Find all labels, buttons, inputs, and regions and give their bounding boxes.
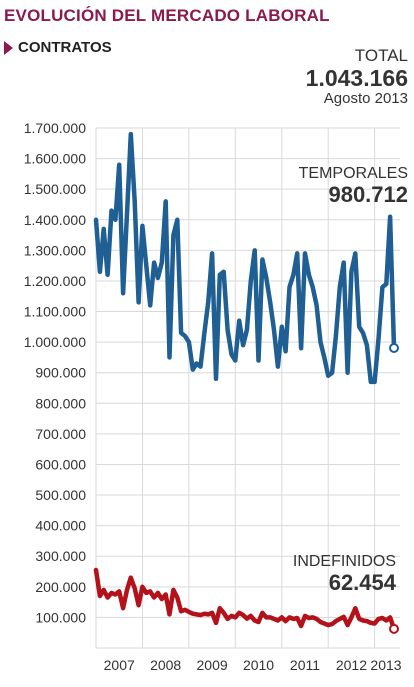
total-label: TOTAL bbox=[354, 46, 408, 65]
y-tick-label: 1.500.000 bbox=[24, 181, 86, 197]
y-tick-label: 800.000 bbox=[35, 395, 86, 411]
series-line-indefinidos bbox=[93, 567, 397, 632]
y-tick-label: 300.000 bbox=[35, 548, 86, 564]
series-line-temporales bbox=[93, 131, 397, 385]
total-date: Agosto 2013 bbox=[323, 90, 408, 108]
y-axis-ticks: 1.700.000 1.600.000 1.500.000 1.400.000 1.30… bbox=[24, 120, 87, 625]
temporales-label: TEMPORALES 980.712 bbox=[299, 165, 408, 206]
y-tick-label: 1.200.000 bbox=[24, 273, 86, 289]
y-tick-label: 200.000 bbox=[35, 579, 86, 595]
y-tick-label: 700.000 bbox=[35, 426, 86, 442]
subtitle-text: CONTRATOS bbox=[18, 39, 112, 56]
total-summary: TOTAL 1.043.166 Agosto 2013 bbox=[306, 46, 408, 107]
y-tick-label: 600.000 bbox=[35, 456, 86, 472]
y-tick-label: 400.000 bbox=[35, 518, 86, 534]
x-tick-label: 2012 bbox=[336, 657, 367, 673]
y-tick-label: 900.000 bbox=[35, 365, 86, 381]
y-tick-label: 1.400.000 bbox=[24, 212, 86, 228]
chart-subtitle: CONTRATOS bbox=[4, 39, 112, 56]
total-value: 1.043.166 bbox=[305, 65, 408, 91]
y-tick-label: 1.700.000 bbox=[24, 120, 86, 136]
x-tick-label: 2008 bbox=[150, 657, 181, 673]
indefinidos-label: INDEFINIDOS 62.454 bbox=[293, 553, 396, 594]
chart-title: EVOLUCIÓN DEL MERCADO LABORAL bbox=[4, 6, 330, 25]
temporales-name: TEMPORALES bbox=[298, 165, 408, 182]
end-point-marker bbox=[389, 623, 399, 634]
y-tick-label: 1.000.000 bbox=[24, 334, 86, 350]
x-tick-label: 2013 bbox=[370, 657, 401, 673]
indefinidos-last-value: 62.454 bbox=[328, 570, 396, 595]
series-lines bbox=[93, 131, 399, 634]
y-tick-label: 1.600.000 bbox=[24, 151, 86, 167]
x-tick-label: 2011 bbox=[290, 657, 320, 673]
x-tick-label: 2010 bbox=[243, 657, 274, 673]
y-tick-label: 500.000 bbox=[35, 487, 86, 503]
x-tick-label: 2009 bbox=[197, 657, 228, 673]
triangle-marker-icon bbox=[4, 40, 13, 55]
temporales-last-value: 980.712 bbox=[328, 182, 408, 207]
y-tick-label: 100.000 bbox=[35, 609, 86, 625]
x-tick-label: 2007 bbox=[104, 657, 135, 673]
y-tick-label: 1.100.000 bbox=[24, 304, 86, 320]
indefinidos-name: INDEFINIDOS bbox=[292, 553, 396, 570]
x-axis-ticks: 2007 2008 2009 2010 2011 2012 2013 bbox=[104, 657, 402, 673]
y-tick-label: 1.300.000 bbox=[24, 242, 86, 258]
end-point-marker bbox=[389, 343, 399, 354]
